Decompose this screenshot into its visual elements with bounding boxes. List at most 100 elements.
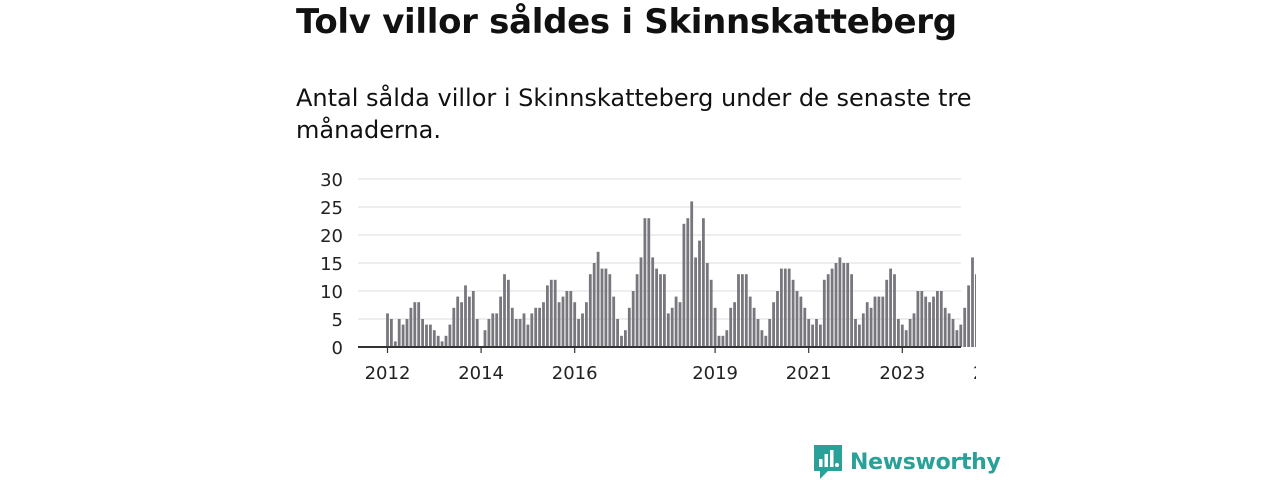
bar xyxy=(499,296,502,347)
bar xyxy=(663,274,666,347)
bar xyxy=(565,291,569,347)
bar xyxy=(631,291,635,347)
bar xyxy=(643,218,647,347)
bar xyxy=(826,274,830,347)
bar xyxy=(510,307,514,347)
bar xyxy=(635,274,639,347)
bar xyxy=(549,279,553,347)
bar xyxy=(963,307,967,347)
bar xyxy=(647,218,651,347)
bar xyxy=(787,268,791,347)
bar xyxy=(947,313,951,347)
bar xyxy=(783,268,787,347)
bar xyxy=(686,218,690,347)
bar xyxy=(530,313,534,347)
bar xyxy=(386,313,389,347)
y-tick-label: 0 xyxy=(332,338,343,359)
bar xyxy=(585,302,588,347)
bar xyxy=(822,279,826,347)
bar xyxy=(526,324,530,347)
bar xyxy=(971,257,974,347)
bar xyxy=(939,291,943,347)
bar xyxy=(912,313,916,347)
bar xyxy=(690,201,694,347)
y-tick-label: 20 xyxy=(320,226,343,247)
x-tick-label: 2014 xyxy=(458,363,504,384)
bar xyxy=(405,319,409,347)
bar xyxy=(491,313,495,347)
bar xyxy=(620,335,623,347)
y-tick-label: 5 xyxy=(332,310,343,331)
bar xyxy=(861,313,865,347)
bar xyxy=(924,296,928,347)
bar xyxy=(483,330,487,347)
page-title: Tolv villor såldes i Skinnskatteberg xyxy=(296,2,957,42)
bar xyxy=(819,324,822,347)
bar xyxy=(475,319,479,347)
bar xyxy=(557,302,561,347)
bar xyxy=(877,296,881,347)
bar xyxy=(799,296,803,347)
bar xyxy=(507,279,510,347)
bar xyxy=(951,319,955,347)
bar xyxy=(748,296,752,347)
bar xyxy=(514,319,518,347)
bar xyxy=(975,274,976,347)
bar xyxy=(811,324,814,347)
bar xyxy=(768,319,772,347)
bar xyxy=(729,307,733,347)
bar xyxy=(893,274,896,347)
bar xyxy=(546,285,549,347)
bar xyxy=(444,335,448,347)
bar xyxy=(409,307,413,347)
bar xyxy=(772,302,775,347)
bar xyxy=(432,330,436,347)
bar xyxy=(737,274,740,347)
bar xyxy=(553,279,557,347)
bar xyxy=(721,335,725,347)
bar xyxy=(920,291,924,347)
bar xyxy=(627,307,631,347)
bar xyxy=(842,263,846,347)
bar xyxy=(897,319,900,347)
bar xyxy=(865,302,869,347)
bar xyxy=(655,268,658,347)
y-tick-label: 25 xyxy=(320,198,343,219)
bar xyxy=(959,324,963,347)
bar xyxy=(452,307,456,347)
bar xyxy=(873,296,877,347)
bar xyxy=(967,285,970,347)
bar xyxy=(803,307,807,347)
bar xyxy=(928,302,931,347)
bar xyxy=(869,307,873,347)
bar xyxy=(955,330,959,347)
bar xyxy=(713,307,717,347)
chart-subtitle: Antal sålda villor i Skinnskatteberg und… xyxy=(296,84,972,144)
bar xyxy=(538,307,541,347)
bar xyxy=(417,302,421,347)
bar xyxy=(448,324,452,347)
bar xyxy=(487,319,491,347)
bar xyxy=(651,257,655,347)
bar xyxy=(600,268,604,347)
bar xyxy=(807,319,811,347)
bar xyxy=(725,330,729,347)
x-tick-label: 2023 xyxy=(879,363,925,384)
bar xyxy=(674,296,678,347)
bar xyxy=(709,279,713,347)
bar xyxy=(581,313,584,347)
bar xyxy=(854,319,857,347)
bar xyxy=(904,330,908,347)
bar xyxy=(744,274,748,347)
bar xyxy=(413,302,417,347)
bar xyxy=(900,324,904,347)
bar xyxy=(776,291,779,347)
bar xyxy=(471,291,475,347)
bar xyxy=(780,268,783,347)
x-tick-label: 2019 xyxy=(692,363,738,384)
bar xyxy=(592,263,596,347)
bar xyxy=(573,302,577,347)
bar xyxy=(460,302,463,347)
